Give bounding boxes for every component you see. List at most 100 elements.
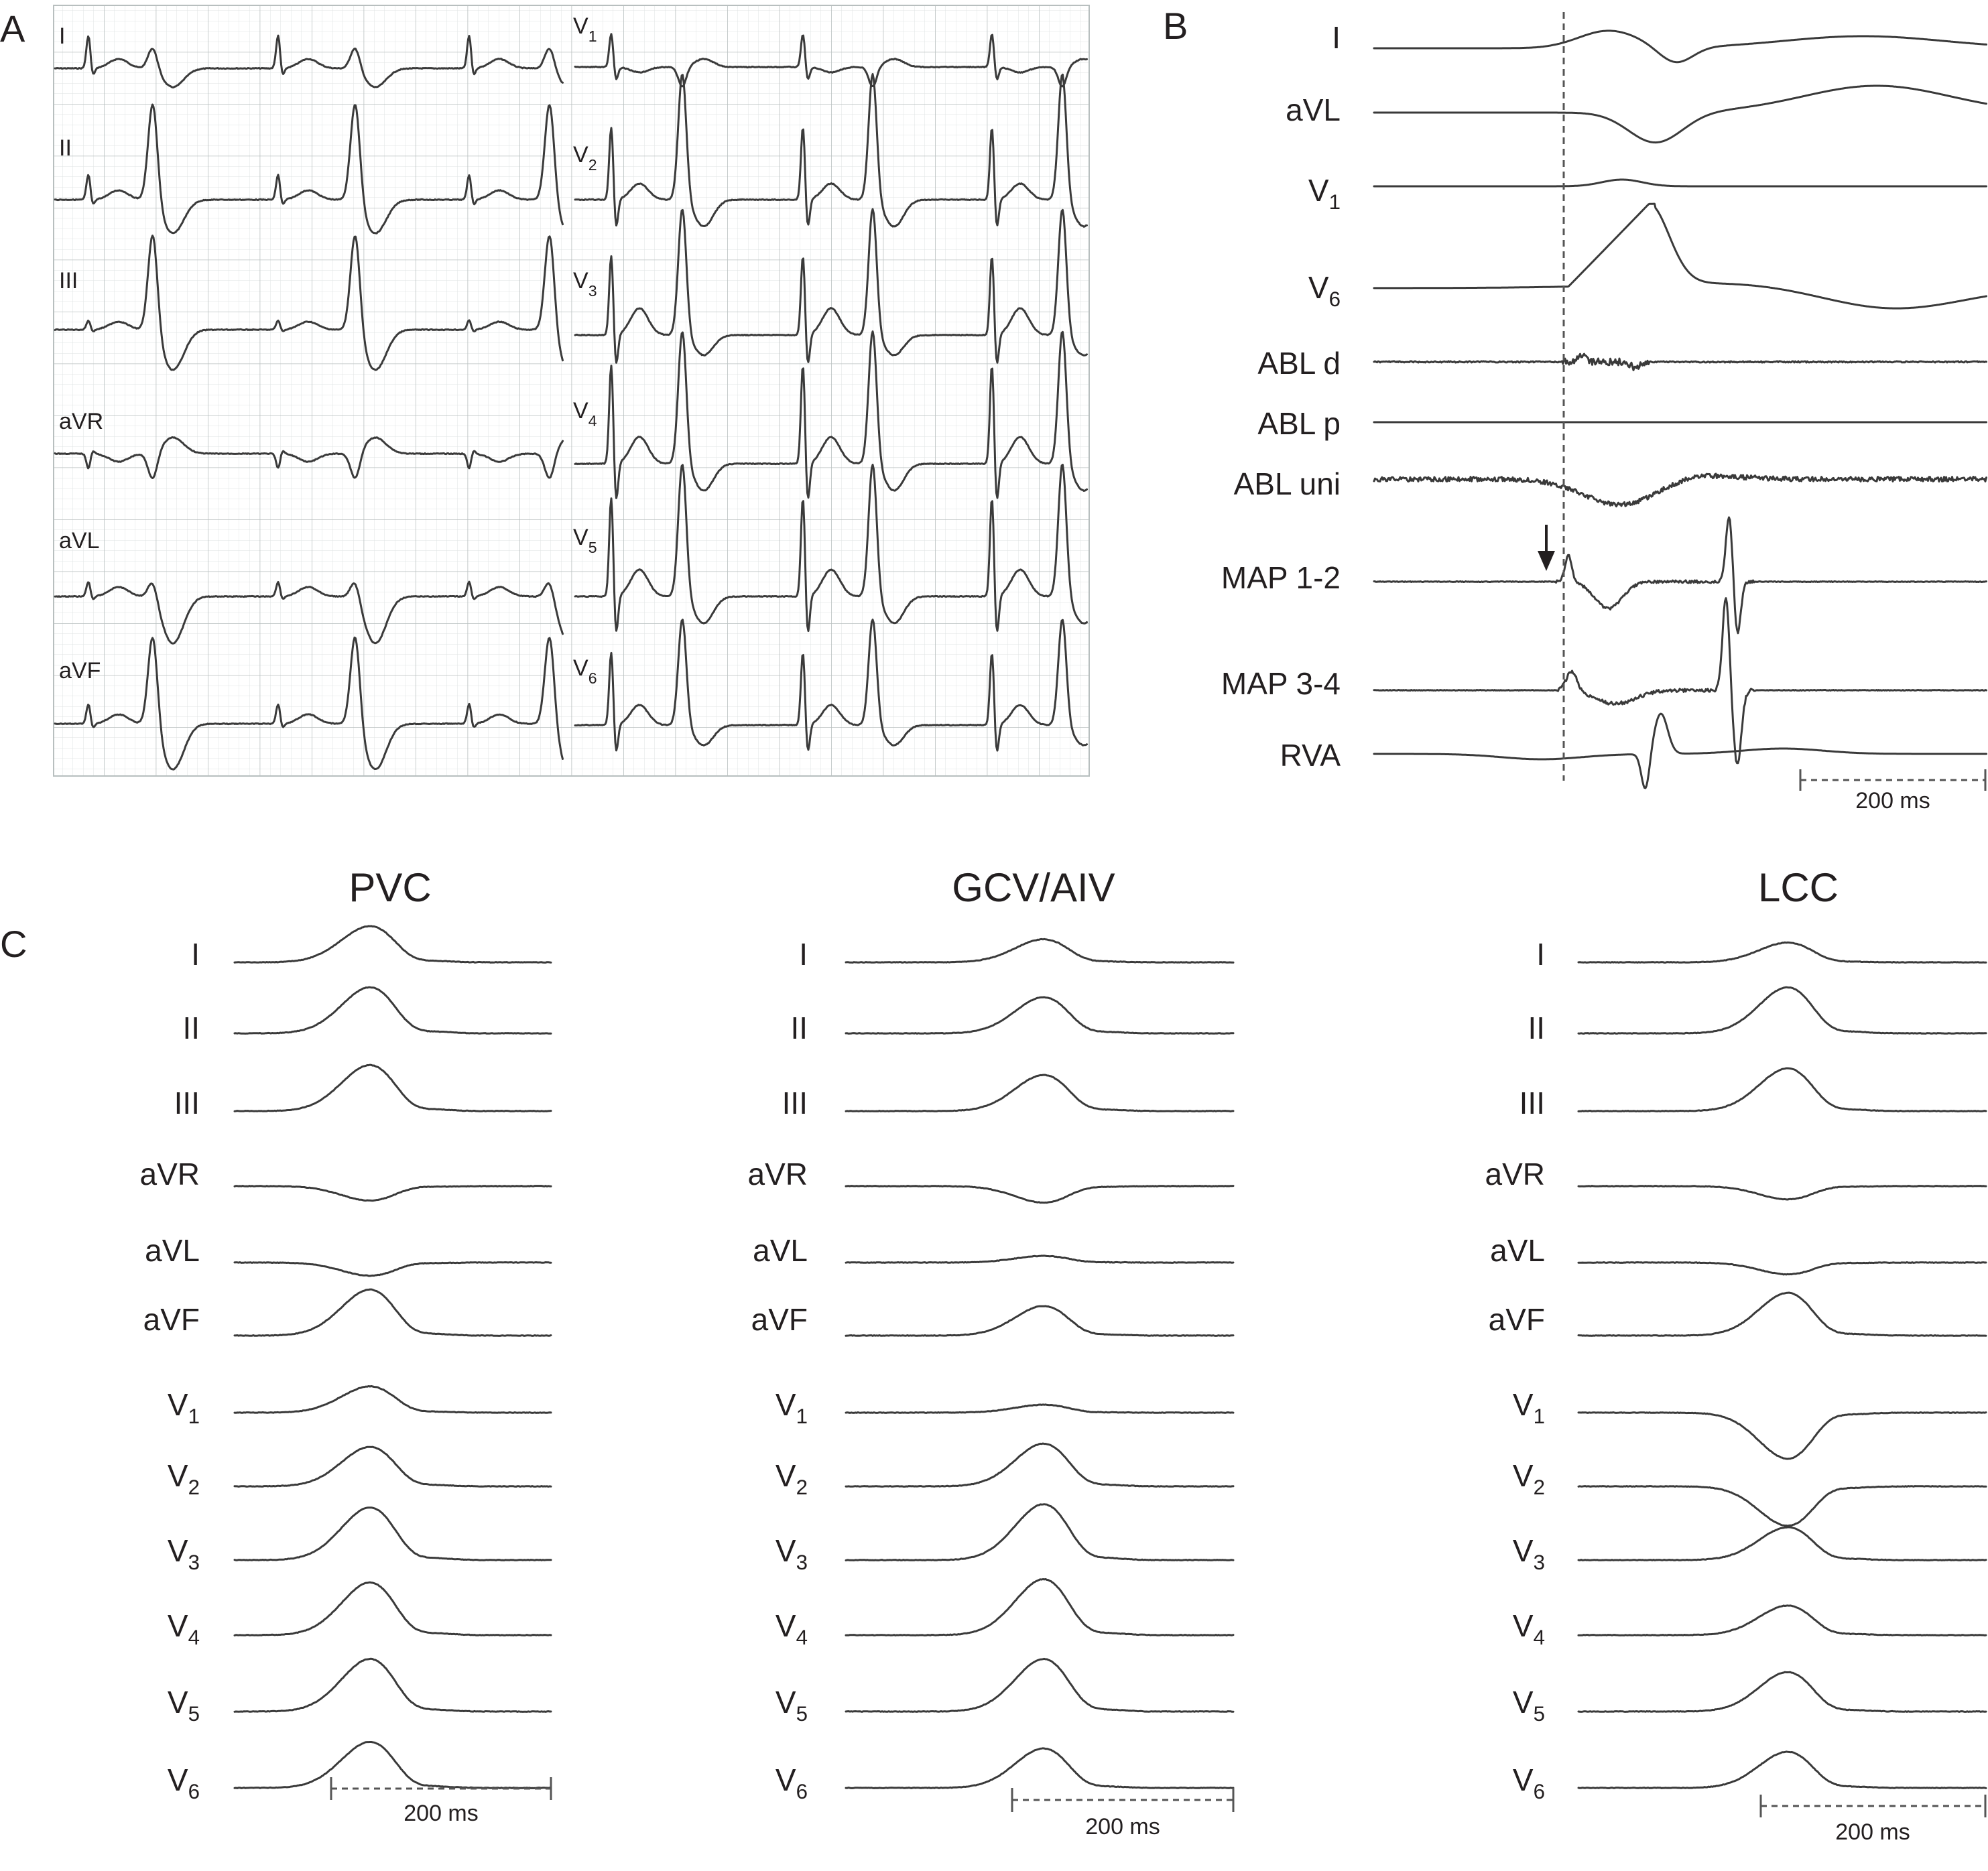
lead-label-298-v4: V4 bbox=[168, 1608, 200, 1649]
lead-label-2305-v2: V2 bbox=[1513, 1458, 1545, 1499]
beat-trace-gcv-aiv-avf bbox=[845, 1305, 1235, 1337]
beat-trace-lcc-avf bbox=[1577, 1291, 1987, 1337]
ecg-trace-v4 bbox=[574, 330, 1088, 499]
beat-trace-pvc-v2 bbox=[233, 1445, 552, 1488]
lead-label-298-v3: V3 bbox=[168, 1533, 200, 1574]
lead-label-2305-ii: II bbox=[1528, 1011, 1545, 1045]
egm-trace-v6 bbox=[1373, 202, 1987, 310]
ecg-trace-avl bbox=[54, 580, 564, 645]
lead-label-2305-v4: V4 bbox=[1513, 1608, 1545, 1649]
panel-c-lead-labels: IIIIIIaVRaVLaVFV1V2V3V4V5V6IIIIIIaVRaVLa… bbox=[140, 937, 1545, 1803]
channel-label-map-3-4: MAP 3-4 bbox=[1221, 666, 1341, 701]
egm-trace-abl-d bbox=[1373, 352, 1987, 371]
panel-c-traces bbox=[233, 925, 1987, 1789]
egm-trace-avl bbox=[1373, 84, 1987, 144]
lead-label-2305-avr: aVR bbox=[1485, 1157, 1545, 1191]
egm-trace-i bbox=[1373, 29, 1987, 64]
beat-trace-lcc-v2 bbox=[1577, 1485, 1987, 1527]
column-title-lcc: LCC bbox=[1758, 865, 1839, 910]
lead-label-2305-avf: aVF bbox=[1489, 1302, 1545, 1337]
gcv-aiv-scale-label: 200 ms bbox=[1085, 1814, 1160, 1840]
beat-trace-gcv-aiv-v3 bbox=[845, 1503, 1235, 1561]
lead-label-2305-v5: V5 bbox=[1513, 1685, 1545, 1726]
ecg-trace-avf bbox=[54, 636, 564, 771]
lead-label-avf: aVF bbox=[59, 658, 101, 684]
ecg-trace-v3 bbox=[574, 208, 1088, 364]
column-title-gcv-aiv: GCV/AIV bbox=[952, 865, 1115, 910]
lead-label-2305-avl: aVL bbox=[1490, 1233, 1545, 1268]
lead-label-298-avr: aVR bbox=[140, 1157, 200, 1191]
beat-trace-pvc-avl bbox=[233, 1261, 552, 1277]
lead-label-v6: V6 bbox=[573, 655, 597, 687]
lead-label-1205-ii: II bbox=[790, 1011, 808, 1045]
lead-label-avl: aVL bbox=[59, 528, 100, 554]
ecg-trace-iii bbox=[54, 235, 564, 371]
lead-label-1205-v1: V1 bbox=[775, 1387, 808, 1428]
beat-trace-lcc-iii bbox=[1577, 1067, 1987, 1112]
beat-trace-gcv-aiv-i bbox=[845, 938, 1235, 964]
lead-label-298-ii: II bbox=[182, 1011, 200, 1045]
lcc-scale-bar: 200 ms bbox=[1759, 1795, 1987, 1845]
beat-trace-gcv-aiv-v1 bbox=[845, 1403, 1235, 1414]
channel-label-avl: aVL bbox=[1286, 92, 1341, 127]
beat-trace-lcc-v3 bbox=[1577, 1526, 1987, 1561]
beat-trace-lcc-ii bbox=[1577, 986, 1987, 1035]
beat-trace-pvc-v4 bbox=[233, 1581, 552, 1636]
ecg-trace-avr bbox=[54, 436, 564, 479]
lead-label-298-v6: V6 bbox=[168, 1762, 200, 1803]
lead-label-v3: V3 bbox=[573, 268, 597, 300]
beat-trace-pvc-avr bbox=[233, 1185, 552, 1202]
ecg-trace-v1 bbox=[574, 33, 1088, 88]
beat-trace-pvc-v1 bbox=[233, 1385, 552, 1414]
panel-a-right-lead-labels: V1 V2 V3 V4 V5 V6 bbox=[573, 13, 597, 687]
lead-label-298-i: I bbox=[191, 937, 200, 972]
lead-label-v2: V2 bbox=[573, 142, 597, 174]
channel-label-v1: V1 bbox=[1308, 173, 1341, 214]
column-title-pvc: PVC bbox=[349, 865, 431, 910]
beat-trace-lcc-v5 bbox=[1577, 1671, 1987, 1713]
beat-trace-gcv-aiv-avr bbox=[845, 1185, 1235, 1204]
beat-trace-lcc-v6 bbox=[1577, 1750, 1987, 1789]
panel-b-scale-label: 200 ms bbox=[1855, 788, 1930, 814]
channel-label-abl-p: ABL p bbox=[1257, 406, 1341, 441]
lead-label-298-v5: V5 bbox=[168, 1685, 200, 1726]
ecg-trace-ii bbox=[54, 103, 564, 235]
beat-trace-gcv-aiv-ii bbox=[845, 996, 1235, 1035]
panel-b-letter: B bbox=[1163, 5, 1188, 47]
gcv-aiv-scale-bar: 200 ms bbox=[1011, 1788, 1235, 1840]
lead-label-v1: V1 bbox=[573, 13, 597, 45]
lead-label-1205-v3: V3 bbox=[775, 1533, 808, 1574]
lead-label-iii: III bbox=[59, 268, 78, 294]
lead-label-2305-v3: V3 bbox=[1513, 1533, 1545, 1574]
beat-trace-pvc-avf bbox=[233, 1288, 552, 1337]
channel-label-i: I bbox=[1332, 20, 1341, 55]
beat-trace-pvc-v5 bbox=[233, 1657, 552, 1713]
beat-trace-pvc-ii bbox=[233, 986, 552, 1035]
lead-label-1205-i: I bbox=[799, 937, 808, 972]
beat-trace-pvc-v3 bbox=[233, 1506, 552, 1561]
lead-label-1205-v6: V6 bbox=[775, 1762, 808, 1803]
lead-label-avr: aVR bbox=[59, 409, 103, 434]
beat-trace-lcc-avl bbox=[1577, 1261, 1987, 1276]
channel-label-rva: RVA bbox=[1280, 738, 1341, 773]
channel-label-abl-uni: ABL uni bbox=[1234, 466, 1341, 501]
lead-label-1205-avl: aVL bbox=[753, 1233, 808, 1268]
panel-b-scale-bar: 200 ms bbox=[1799, 769, 1987, 814]
beat-trace-gcv-aiv-avl bbox=[845, 1254, 1235, 1264]
lead-label-1205-v5: V5 bbox=[775, 1685, 808, 1726]
egm-trace-map-3-4 bbox=[1373, 597, 1987, 765]
beat-trace-gcv-aiv-v5 bbox=[845, 1657, 1235, 1713]
lcc-scale-label: 200 ms bbox=[1835, 1819, 1910, 1845]
lead-label-1205-avr: aVR bbox=[748, 1157, 808, 1191]
ecg-trace-v2 bbox=[574, 73, 1088, 228]
lead-label-i: I bbox=[59, 23, 65, 49]
panel-a-traces bbox=[54, 33, 1088, 771]
beat-trace-gcv-aiv-iii bbox=[845, 1074, 1235, 1112]
egm-trace-v1 bbox=[1373, 178, 1987, 188]
lead-label-2305-iii: III bbox=[1519, 1086, 1545, 1120]
egm-trace-abl-uni bbox=[1373, 472, 1987, 508]
lead-label-298-avf: aVF bbox=[143, 1302, 200, 1337]
